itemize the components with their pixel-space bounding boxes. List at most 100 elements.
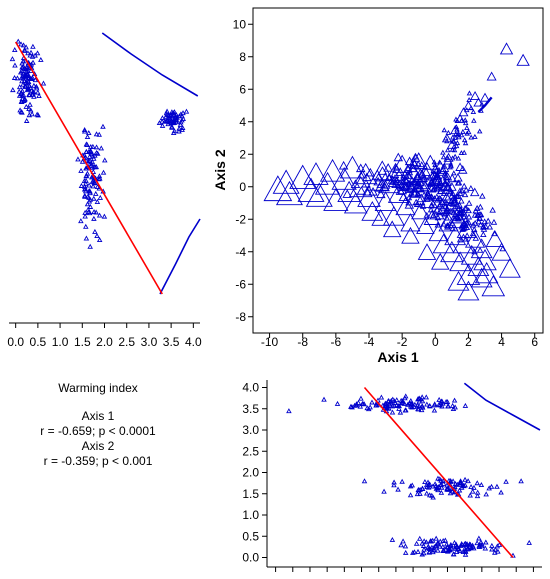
br-point: [353, 401, 360, 407]
br-y-tick-label: 2.5: [242, 444, 259, 458]
tr-x-axis-title: Axis 1: [377, 349, 418, 365]
tl-point: [18, 90, 25, 96]
panel-top-right: -10 -8 -6 -4 -2 0 2 4 6 -8 -6 -4 -2 0 2 4 6 8 10 Axis 1 Ax…: [212, 7, 544, 365]
tl-point: [23, 117, 30, 123]
br-point: [423, 394, 430, 400]
tl-point: [93, 190, 99, 196]
tr-small-point: [454, 126, 460, 132]
info-axis1-stats: r = -0.659; p < 0.0001: [40, 424, 156, 438]
tr-small-point: [484, 217, 492, 224]
tl-point: [86, 130, 92, 136]
tl-point: [87, 148, 94, 154]
tr-point: [417, 243, 437, 260]
tr-small-point: [486, 223, 494, 230]
tl-point: [31, 82, 37, 88]
tr-point: [432, 233, 455, 254]
tl-point: [32, 52, 38, 58]
br-point: [388, 397, 395, 403]
tl-point: [88, 143, 94, 149]
br-point: [419, 398, 426, 404]
tr-small-point: [427, 183, 437, 193]
tr-small-point: [476, 246, 484, 253]
tl-point: [27, 101, 33, 107]
tl-point: [96, 176, 102, 182]
br-point: [406, 400, 413, 406]
tr-point: [421, 154, 439, 170]
br-point: [435, 487, 441, 493]
br-y-tick-label: 1.0: [242, 508, 259, 522]
tl-point: [31, 93, 37, 99]
tl-point: [78, 182, 85, 188]
tl-point: [25, 71, 31, 77]
tl-point: [30, 89, 36, 95]
br-point: [429, 544, 435, 550]
tr-y-tick-label: 2: [239, 147, 246, 161]
tr-point: [486, 71, 497, 81]
tl-point: [159, 122, 166, 128]
tr-point: [498, 257, 521, 278]
tl-point: [33, 83, 40, 89]
br-point: [423, 539, 430, 545]
tl-point: [9, 56, 16, 62]
br-point: [400, 538, 406, 544]
tl-point: [92, 228, 98, 234]
tr-small-point: [435, 194, 443, 201]
br-point: [444, 399, 451, 405]
tr-point: [448, 209, 469, 229]
br-point: [474, 540, 480, 546]
tr-point: [412, 168, 428, 182]
tr-x-tick-label: -10: [261, 335, 279, 349]
tl-point: [23, 44, 29, 50]
tl-point: [159, 118, 165, 124]
tr-point: [464, 229, 486, 248]
tr-small-point: [432, 171, 442, 180]
br-point: [416, 395, 422, 401]
tr-ticks: -10 -8 -6 -4 -2 0 2 4 6 -8 -6 -4 -2 0 2 4 6 8 10: [233, 17, 539, 349]
tl-point: [96, 131, 102, 137]
tl-x-tick-label: 0.0: [7, 335, 24, 349]
br-point: [453, 549, 460, 554]
br-point: [430, 549, 436, 555]
tr-point: [446, 139, 457, 149]
tr-point: [444, 225, 467, 246]
tl-point: [169, 123, 175, 129]
br-point: [448, 545, 455, 551]
tl-point: [83, 165, 90, 171]
tl-point: [19, 68, 25, 74]
tr-small-point: [475, 218, 483, 225]
br-point: [384, 405, 391, 411]
tr-point: [457, 280, 480, 301]
tl-point: [100, 123, 106, 129]
br-point: [419, 551, 425, 557]
tl-point: [91, 164, 98, 169]
br-marks: [286, 382, 541, 559]
br-outlier-point: [364, 405, 370, 411]
tr-point: [463, 100, 474, 110]
tr-small-point: [428, 202, 435, 209]
br-point: [432, 481, 438, 487]
tr-small-point: [461, 149, 467, 155]
tr-small-point: [454, 140, 461, 146]
tr-point: [289, 164, 317, 189]
tr-small-point: [417, 169, 427, 178]
tl-point: [164, 111, 170, 117]
br-point: [436, 396, 442, 402]
br-y-tick-label: 0.5: [242, 529, 259, 543]
tr-point: [456, 263, 481, 285]
tl-point: [19, 109, 25, 115]
tl-point: [82, 213, 88, 219]
br-point: [389, 536, 396, 542]
tr-small-point: [434, 214, 442, 221]
br-point: [476, 535, 482, 541]
tr-plot-frame: [252, 7, 544, 334]
tr-small-point: [455, 192, 462, 199]
tl-point: [83, 180, 89, 186]
br-point: [426, 402, 433, 408]
tr-small-point: [480, 223, 487, 229]
tr-small-point: [467, 184, 475, 191]
br-point: [381, 488, 387, 494]
br-point: [440, 480, 447, 486]
tr-marks: [263, 42, 530, 301]
tr-small-point: [443, 214, 450, 221]
